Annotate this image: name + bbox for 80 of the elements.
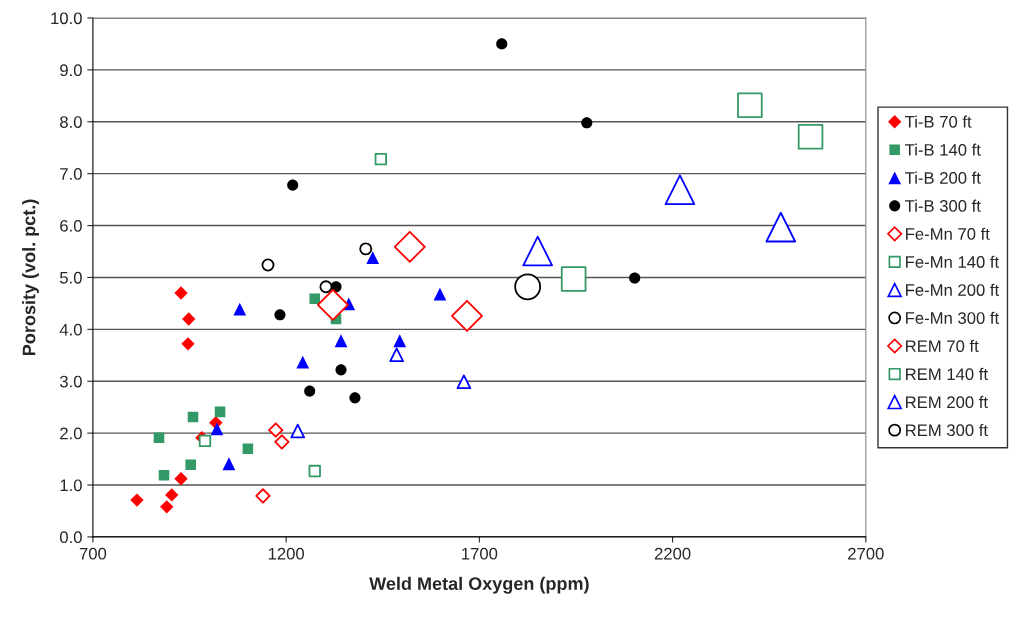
x-axis-title: Weld Metal Oxygen (ppm) (369, 576, 589, 594)
legend-label: REM 300 ft (906, 423, 988, 437)
point (274, 309, 286, 321)
point (581, 117, 593, 129)
point (765, 211, 797, 243)
point (308, 464, 321, 478)
point (181, 337, 195, 351)
legend-label: Fe-Mn 70 ft (906, 227, 990, 240)
point (560, 266, 587, 292)
point (366, 251, 380, 265)
point (316, 289, 349, 321)
x-tick-label: 2700 (848, 547, 884, 560)
point (496, 38, 508, 50)
point (737, 92, 763, 118)
y-tick-label: 7.0 (60, 168, 82, 180)
point (335, 364, 347, 376)
y-tick-label: 1.0 (60, 479, 82, 492)
legend-label: Fe-Mn 140 ft (906, 255, 1000, 268)
point (214, 406, 226, 418)
point (319, 280, 333, 294)
x-tick-label: 1200 (268, 547, 305, 560)
point (255, 488, 271, 504)
y-axis-title: Porosity (vol. pct.) (22, 199, 39, 355)
point (393, 230, 426, 263)
point (456, 374, 472, 390)
point (349, 392, 361, 404)
x-tick-label: 2200 (654, 547, 691, 560)
point (374, 152, 387, 166)
point (629, 272, 641, 284)
point (451, 299, 483, 332)
point (130, 493, 144, 507)
y-tick-label: 0.0 (59, 531, 82, 544)
point (287, 179, 299, 191)
point (389, 347, 404, 363)
x-tick-label: 700 (79, 547, 107, 560)
point (242, 443, 254, 454)
point (182, 312, 196, 326)
point (160, 500, 174, 514)
point (393, 334, 407, 348)
point (158, 469, 170, 481)
point (153, 432, 165, 444)
point (334, 334, 348, 348)
legend-label: Fe-Mn 300 ft (906, 311, 1000, 324)
point (210, 422, 224, 436)
y-tick-label: 4.0 (59, 323, 82, 336)
x-tick-label: 1700 (462, 547, 498, 560)
point (514, 273, 542, 301)
y-tick-label: 9.0 (60, 64, 82, 77)
point (185, 459, 196, 471)
legend-label: REM 140 ft (906, 367, 988, 381)
y-tick-label: 10.0 (51, 12, 82, 25)
point (296, 355, 310, 369)
legend-label: Ti-B 70 ft (905, 115, 972, 128)
point (304, 385, 316, 397)
legend-label: Fe-Mn 200 ft (906, 283, 1000, 296)
legend-label: Ti-B 140 ft (905, 143, 981, 156)
point (187, 411, 199, 423)
point (174, 472, 188, 486)
point (261, 258, 275, 272)
point (522, 235, 553, 267)
legend-label: REM 70 ft (906, 339, 979, 353)
legend-label: REM 200 ft (906, 395, 988, 409)
y-tick-label: 6.0 (60, 219, 82, 232)
point (274, 434, 290, 450)
point (797, 124, 824, 150)
point (268, 422, 284, 438)
point (165, 488, 179, 502)
point (222, 457, 236, 471)
y-tick-label: 3.0 (59, 375, 82, 388)
point (309, 293, 321, 304)
legend-label: Ti-B 300 ft (905, 199, 981, 212)
y-tick-label: 8.0 (60, 116, 82, 128)
point (174, 286, 188, 300)
point (233, 302, 247, 316)
point (290, 423, 306, 439)
legend-label: Ti-B 200 ft (905, 171, 981, 184)
point (359, 242, 373, 256)
y-tick-label: 5.0 (59, 271, 82, 284)
point (664, 174, 696, 206)
y-tick-label: 2.0 (60, 427, 82, 440)
